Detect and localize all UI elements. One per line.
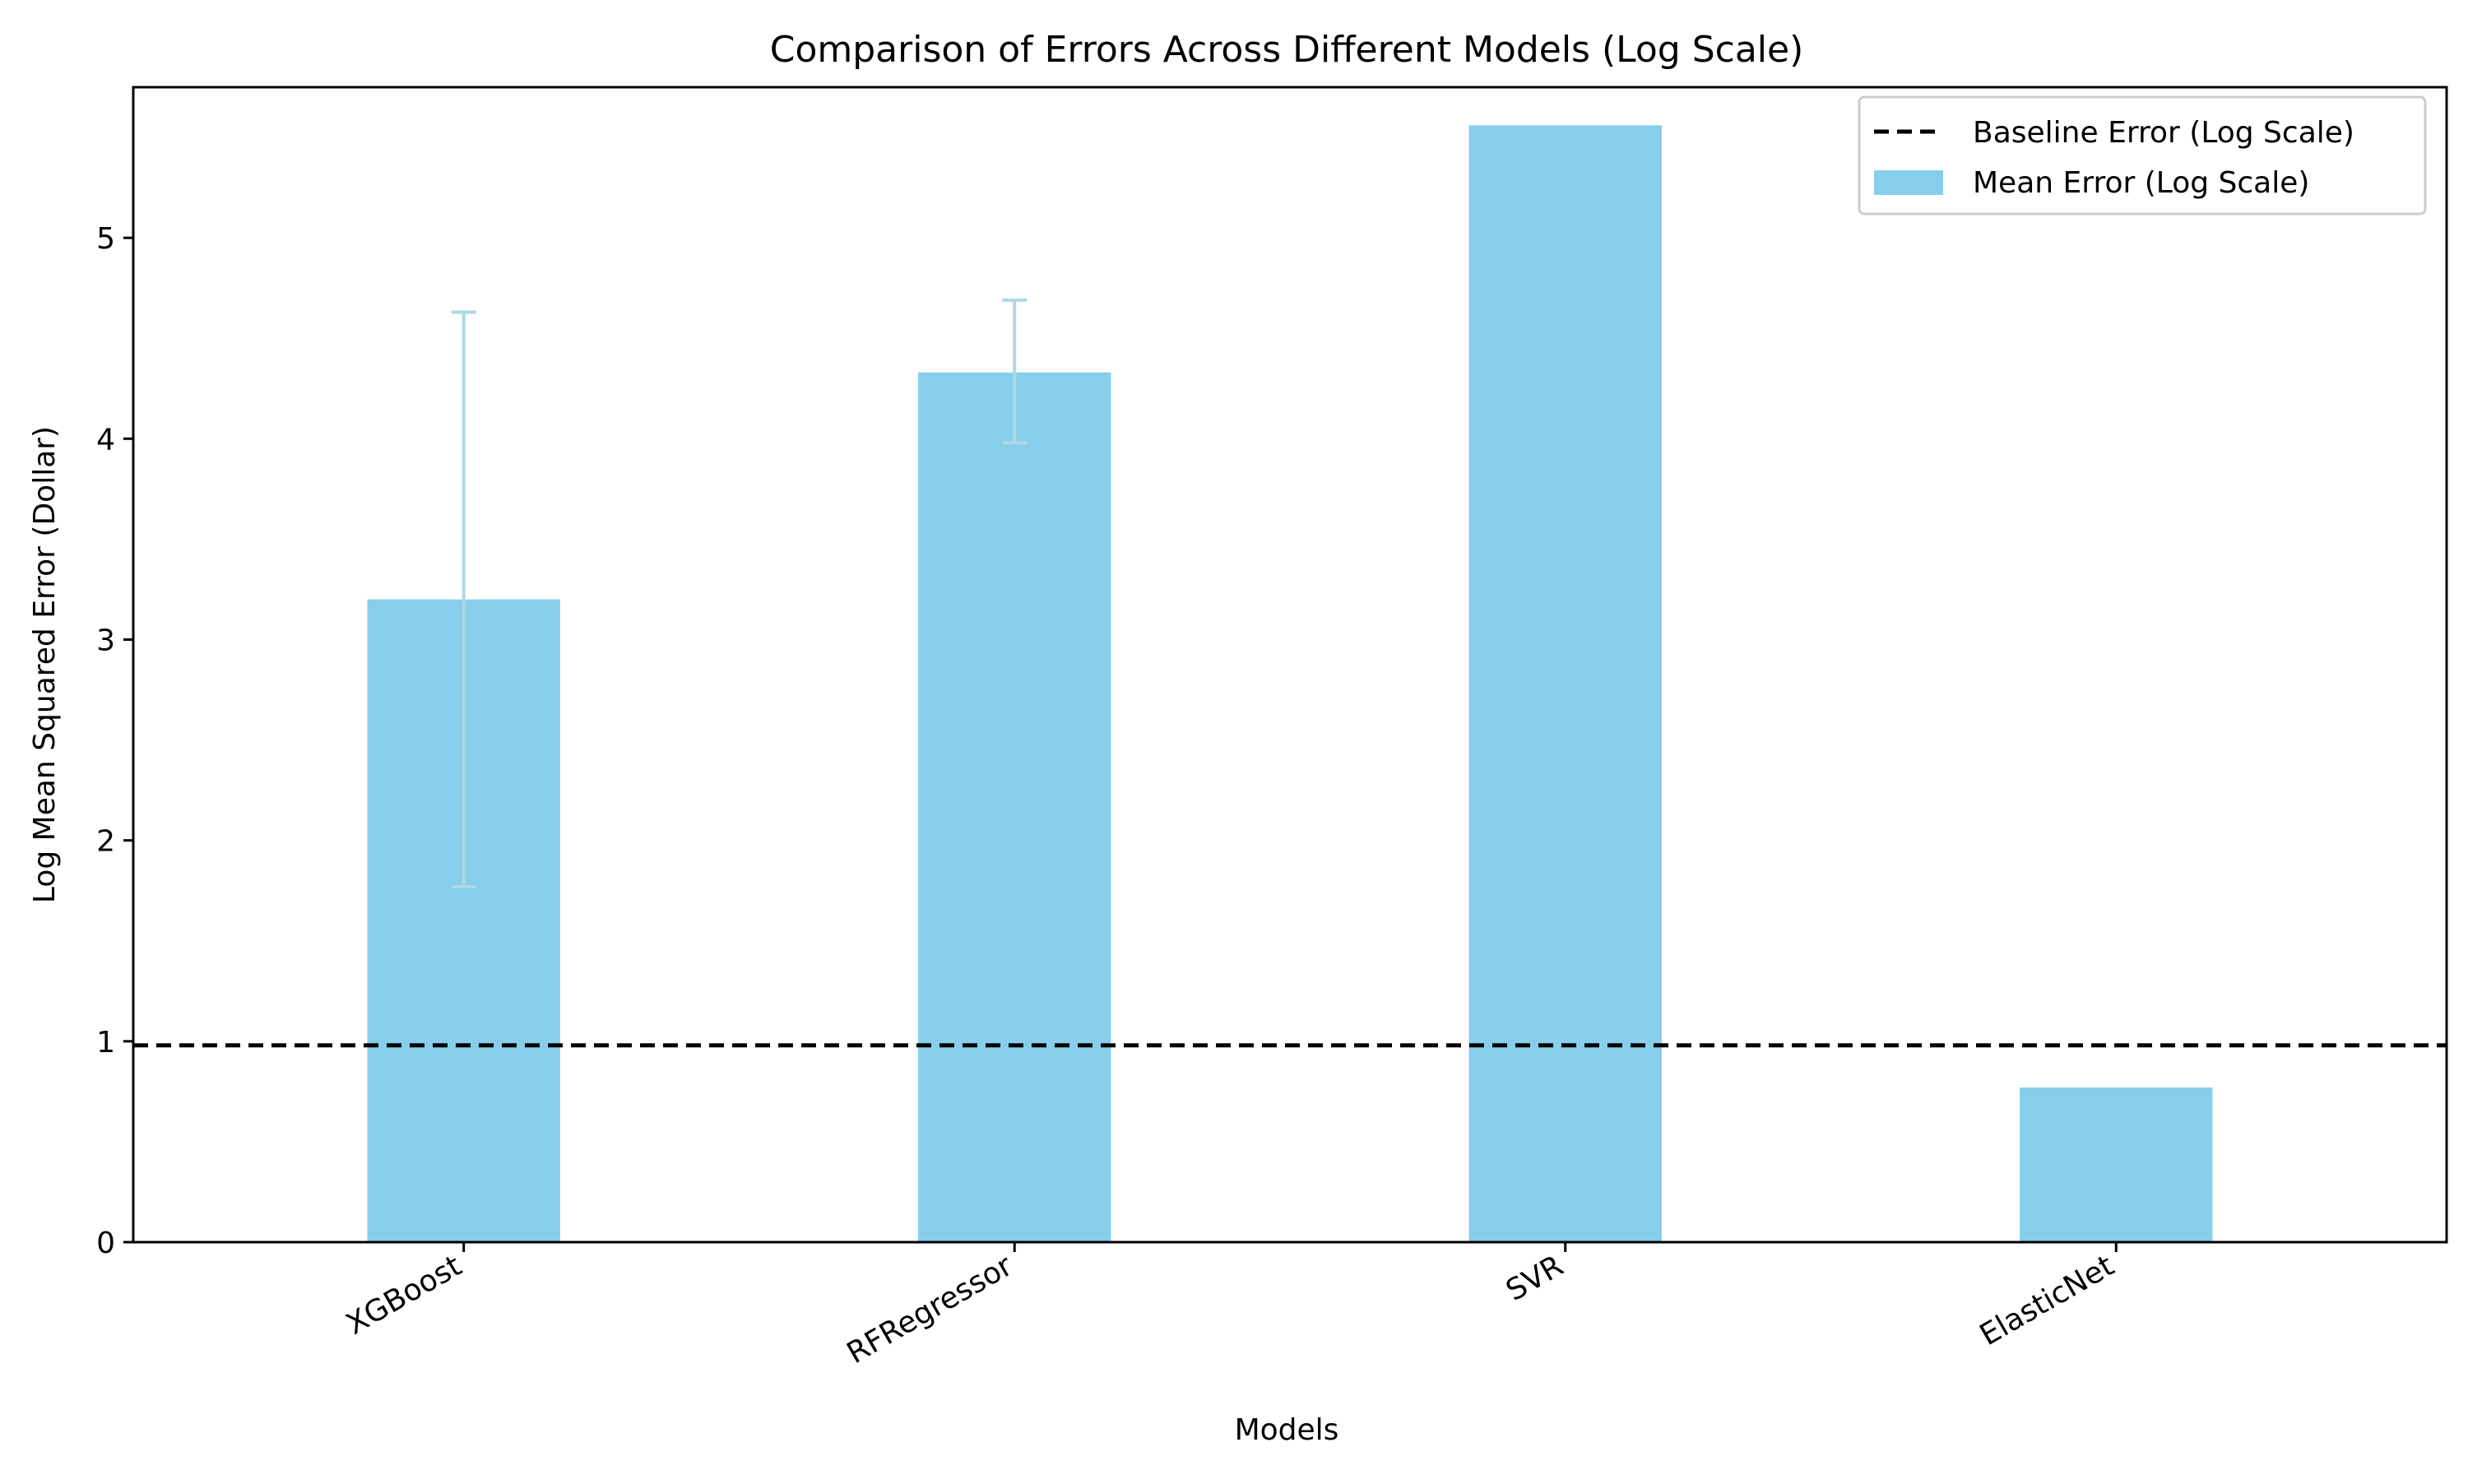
- bar-rfregressor: [918, 372, 1111, 1243]
- x-tick-label-elasticnet: ElasticNet: [1974, 1249, 2120, 1352]
- y-tick-label: 2: [96, 825, 115, 859]
- y-axis-label: Log Mean Squared Error (Dollar): [28, 426, 62, 903]
- error-bar-rfregressor: [1002, 298, 1028, 445]
- error-bar-xgboost: [451, 310, 476, 888]
- y-tick-label: 3: [96, 624, 115, 657]
- bar-svr: [1468, 125, 1662, 1242]
- y-tick-label: 1: [96, 1026, 115, 1060]
- chart-title: Comparison of Errors Across Different Mo…: [770, 29, 1804, 71]
- legend-baseline-label: Baseline Error (Log Scale): [1973, 116, 2354, 150]
- y-tick-label: 0: [96, 1227, 115, 1260]
- x-axis-label: Models: [1235, 1413, 1339, 1447]
- x-tick-label-svr: SVR: [1501, 1249, 1569, 1308]
- legend-frame: [1858, 95, 2427, 216]
- plot-frame: [132, 86, 2448, 1244]
- legend-bar-swatch: [1874, 170, 1943, 195]
- x-tick-label-xgboost: XGBoost: [341, 1249, 467, 1342]
- x-tick-label-rfregressor: RFRegressor: [842, 1249, 1018, 1370]
- y-tick-label: 4: [96, 423, 115, 457]
- y-tick-label: 5: [96, 222, 115, 256]
- plot-area: [133, 125, 2447, 1243]
- legend: Baseline Error (Log Scale) Mean Error (L…: [1858, 95, 2427, 216]
- legend-bar-label: Mean Error (Log Scale): [1973, 166, 2309, 200]
- bar-elasticnet: [2020, 1087, 2213, 1242]
